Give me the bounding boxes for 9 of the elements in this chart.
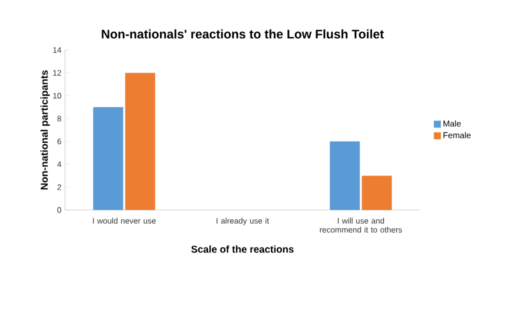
chart-title: Non-nationals' reactions to the Low Flush Toilet: [102, 29, 384, 39]
legend-label: Male: [444, 120, 461, 127]
bar: [362, 176, 392, 210]
y-axis-title: Non-national participants: [40, 70, 50, 190]
bar: [93, 107, 124, 210]
bar: [330, 141, 360, 210]
legend-label: Female: [444, 132, 471, 138]
bar: [125, 72, 156, 210]
x-axis-title: Scale of the reactions: [191, 245, 294, 253]
